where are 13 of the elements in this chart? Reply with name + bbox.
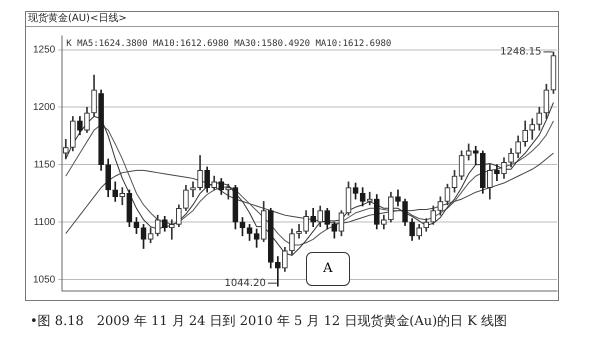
y-tick-label: 1100 xyxy=(34,216,56,228)
y-tick-label: 1050 xyxy=(32,274,56,286)
chart-title: 现货黄金(AU)<日线> xyxy=(26,12,558,27)
annotation: K MA5:1624.3800 MA10:1612.6980 MA30:1580.4920 MA10:1612.6980 xyxy=(66,38,392,49)
y-tick-label: 1150 xyxy=(34,159,56,170)
annotation: 1248.15 xyxy=(500,46,542,58)
y-tick-label: 1200 xyxy=(32,102,56,113)
y-tick-label: 1250 xyxy=(32,44,56,56)
text: •图 8.18 2009 年 11 月 24 日到 2010 年 5 月 12 日现货黄金(Au)的日 K 线图 xyxy=(30,313,508,330)
candlestick xyxy=(296,224,302,238)
speech-bubble: A xyxy=(306,252,350,286)
candlestick xyxy=(494,164,500,182)
annotation: 1044.20 xyxy=(224,278,266,289)
